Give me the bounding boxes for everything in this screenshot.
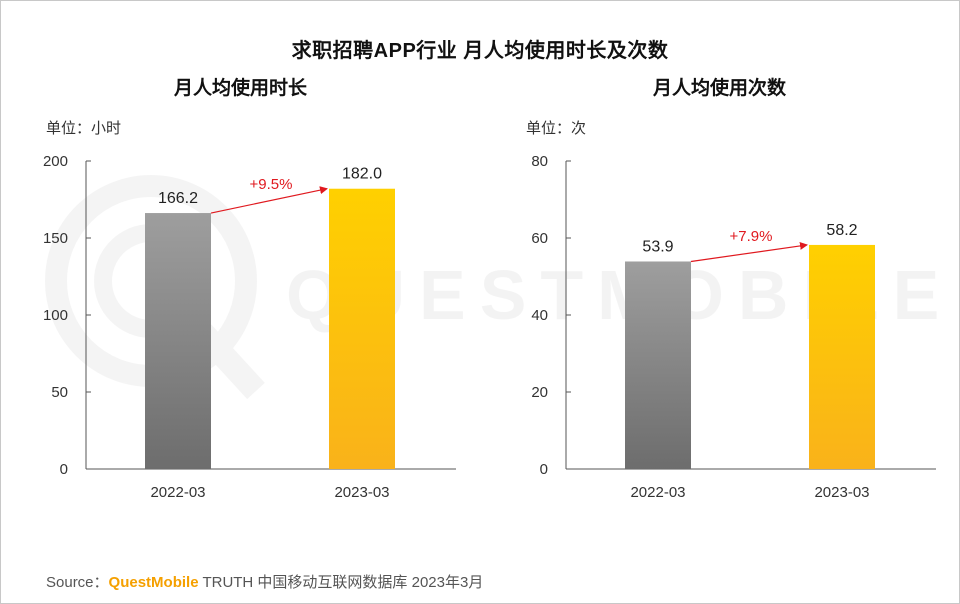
source-prefix: Source： (46, 574, 109, 591)
bar-value-label: 166.2 (158, 190, 198, 207)
y-tick-label: 0 (540, 461, 548, 478)
duration-bar-chart: 0 50 100 150 200 166.2 2022-03 182.0 2023-03 +9.5… (43, 153, 456, 501)
unit-label-frequency: 单位：次 (526, 120, 587, 137)
y-tick-label: 40 (531, 307, 548, 324)
y-tick-label: 0 (60, 461, 68, 478)
main-title: 求职招聘APP行业 月人均使用时长及次数 (291, 40, 669, 62)
source-note: Source：QuestMobile TRUTH 中国移动互联网数据库 2023… (46, 571, 483, 592)
growth-label: +7.9% (730, 228, 773, 245)
bar-2022-03 (625, 261, 691, 469)
bar-2022-03 (145, 213, 211, 469)
unit-label-duration: 单位：小时 (46, 120, 122, 137)
y-tick-label: 150 (43, 230, 68, 247)
y-tick-label: 50 (51, 384, 68, 401)
bar-value-label: 182.0 (342, 166, 382, 183)
x-tick-label: 2023-03 (334, 484, 389, 501)
bar-value-label: 53.9 (642, 238, 673, 255)
y-tick-label: 60 (531, 230, 548, 247)
bar-2023-03 (809, 244, 875, 469)
growth-label: +9.5% (250, 176, 293, 193)
growth-arrow (210, 186, 328, 214)
bar-value-label: 58.2 (826, 222, 857, 239)
source-brand: QuestMobile (108, 574, 199, 591)
y-tick-label: 80 (531, 153, 548, 170)
chart-title-frequency: 月人均使用次数 (653, 78, 787, 99)
y-tick-label: 100 (43, 307, 68, 324)
growth-arrow (690, 241, 808, 263)
x-tick-label: 2022-03 (630, 484, 685, 501)
y-tick-label: 200 (43, 153, 68, 170)
y-tick-label: 20 (531, 384, 548, 401)
frequency-bar-chart: 0 20 40 60 80 53.9 2022-03 58.2 2023-03 +7.9% (531, 153, 936, 501)
source-rest: TRUTH 中国移动互联网数据库 2023年3月 (198, 574, 484, 591)
x-tick-label: 2023-03 (814, 484, 869, 501)
chart-title-duration: 月人均使用时长 (174, 78, 308, 99)
x-tick-label: 2022-03 (150, 484, 205, 501)
bar-2023-03 (329, 188, 395, 469)
